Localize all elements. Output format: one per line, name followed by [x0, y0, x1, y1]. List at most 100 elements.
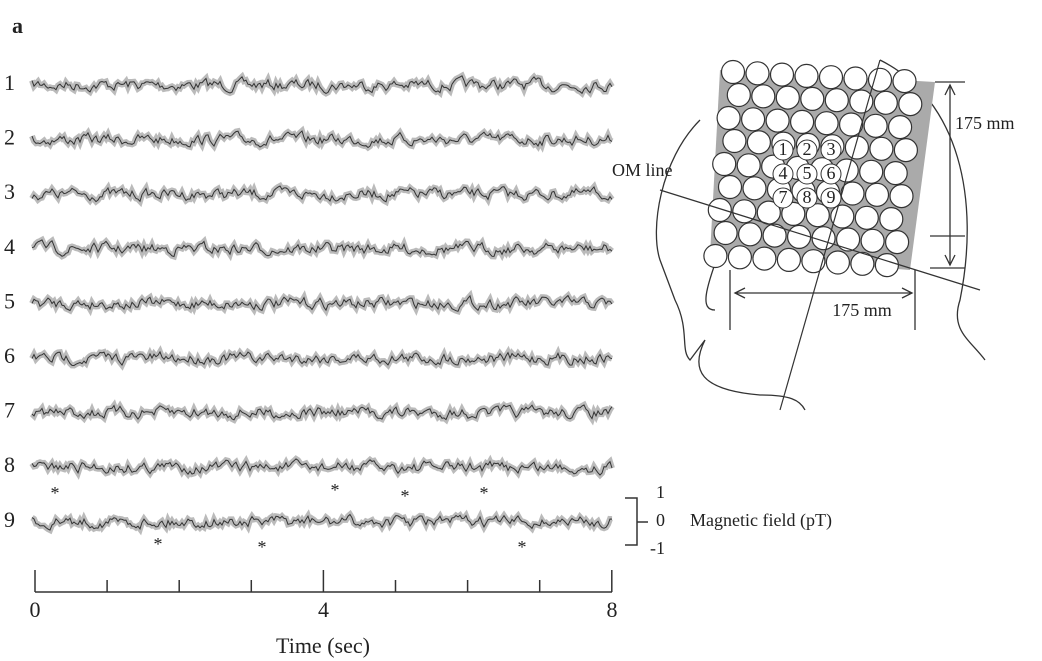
- sensor: [884, 230, 910, 255]
- sensor-highlight: [820, 163, 842, 185]
- om-line: [659, 189, 981, 291]
- arrowheads: [733, 83, 956, 299]
- sensor: [726, 82, 751, 108]
- trace-shadow: [29, 71, 615, 99]
- sensor: [717, 174, 743, 200]
- sensor: [825, 250, 851, 275]
- sensor: [860, 228, 885, 253]
- scale-label: -1: [650, 538, 665, 558]
- om-label: OM line: [612, 160, 673, 180]
- tick-label: 0: [30, 597, 41, 622]
- scale-bracket: [625, 497, 648, 546]
- trace: [31, 404, 613, 421]
- sensor: [737, 222, 763, 247]
- sensor: [864, 182, 890, 207]
- head-diagram: [655, 59, 986, 411]
- sensor-highlight: [796, 163, 818, 185]
- channel-label: 5: [4, 288, 15, 313]
- channel-label: 9: [4, 507, 15, 532]
- sensor: [775, 85, 800, 110]
- sensor: [850, 251, 875, 276]
- trace: [31, 513, 613, 531]
- sensor: [712, 151, 737, 177]
- channel-label: 8: [4, 452, 15, 477]
- sensor: [762, 223, 787, 248]
- marker: *: [401, 486, 410, 506]
- sensor: [849, 89, 874, 114]
- sensor-highlight: [772, 163, 794, 185]
- marker: *: [154, 534, 163, 554]
- traces: [29, 71, 615, 536]
- axis-title: Time (sec): [276, 633, 370, 658]
- trace: [31, 458, 613, 476]
- sensor-label: 4: [779, 163, 788, 183]
- trace-shadow: [29, 345, 613, 371]
- sensor: [703, 243, 728, 269]
- marker: *: [480, 483, 489, 503]
- marker: *: [331, 480, 340, 500]
- sensor: [854, 205, 879, 230]
- trace: [31, 350, 613, 367]
- marker: *: [258, 537, 267, 557]
- sensor: [843, 66, 868, 91]
- channel-label: 3: [4, 179, 15, 204]
- trace: [31, 239, 613, 258]
- sensor: [707, 197, 732, 223]
- sensor-highlight: [796, 187, 818, 209]
- time-axis: [34, 570, 613, 593]
- scale-title: Magnetic field (pT): [690, 510, 832, 531]
- sensor: [727, 245, 753, 270]
- sensor: [736, 153, 761, 178]
- sensor: [844, 135, 870, 160]
- trace: [31, 130, 613, 149]
- sensor-label: 2: [803, 139, 812, 159]
- sensor: [805, 203, 830, 228]
- sensor: [889, 184, 914, 209]
- channel-label: 2: [4, 125, 15, 150]
- sensor: [781, 201, 806, 226]
- sensor: [898, 91, 923, 117]
- sensor: [863, 113, 888, 138]
- marker: *: [518, 537, 527, 557]
- sensor: [893, 138, 919, 163]
- sensor: [879, 207, 904, 232]
- sensor: [720, 59, 746, 85]
- sensor: [811, 226, 836, 251]
- scale-label: 1: [656, 482, 665, 502]
- sensor-label: 5: [803, 163, 812, 183]
- sensor-highlight: [820, 139, 842, 161]
- sensor-label: 3: [827, 139, 836, 159]
- sensor: [732, 199, 757, 224]
- sensor: [752, 246, 777, 271]
- sensor: [746, 130, 772, 155]
- head-outline: [655, 119, 806, 411]
- sensor: [830, 204, 855, 229]
- sensor: [800, 86, 825, 112]
- sensor: [887, 114, 913, 140]
- sensor: [883, 161, 908, 186]
- sensor: [789, 109, 815, 135]
- sensor: [716, 105, 741, 131]
- channel-label: 6: [4, 343, 15, 368]
- marker: *: [51, 483, 60, 503]
- sensor: [776, 247, 802, 272]
- width-label: 175 mm: [832, 300, 892, 320]
- sensor: [745, 61, 770, 86]
- sensor: [818, 65, 844, 90]
- channel-label: 1: [4, 70, 15, 95]
- sensor: [892, 68, 917, 94]
- trace: [31, 75, 613, 95]
- sensor-label: 1: [779, 139, 788, 159]
- sensor: [751, 84, 776, 109]
- dimension-lines: [729, 81, 965, 330]
- channel-label: 7: [4, 398, 15, 423]
- sensor-label: 6: [827, 163, 836, 183]
- sensor: [873, 90, 898, 115]
- center-line: [779, 59, 881, 411]
- sensor: [869, 136, 894, 161]
- sensor: [874, 253, 900, 278]
- sensor: [794, 63, 819, 89]
- sensor-highlight: [772, 187, 794, 209]
- sensor-highlight: [796, 139, 818, 161]
